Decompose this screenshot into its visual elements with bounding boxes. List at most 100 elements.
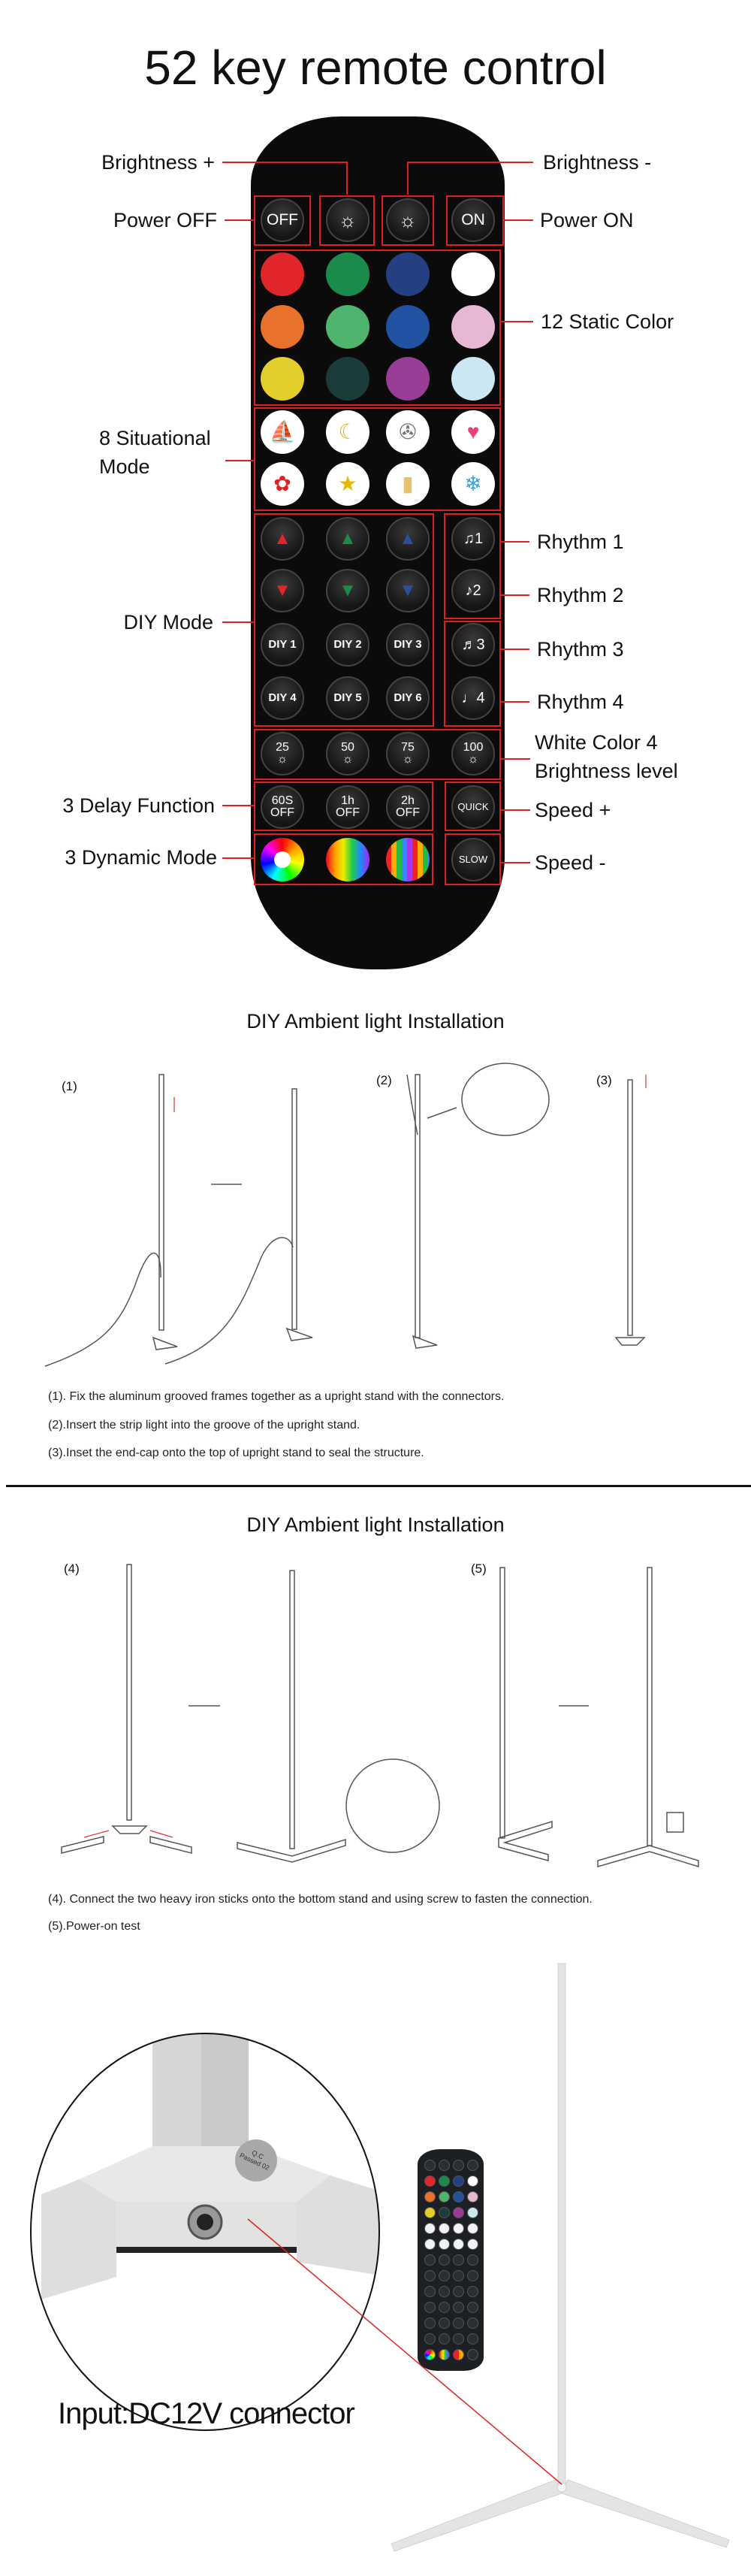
mini-remote-key bbox=[424, 2333, 436, 2345]
rainbow-stripes-button[interactable] bbox=[386, 838, 430, 881]
dc-jack-icon bbox=[197, 2214, 213, 2230]
static-color-button[interactable] bbox=[261, 357, 304, 401]
static-color-button[interactable] bbox=[386, 252, 430, 296]
static-color-button[interactable] bbox=[326, 357, 369, 401]
mini-remote-key bbox=[424, 2223, 436, 2234]
static-color-button[interactable] bbox=[386, 357, 430, 401]
label-situational-2: Mode bbox=[99, 455, 150, 478]
step-2: (2) bbox=[376, 1073, 392, 1087]
delay-button[interactable]: 2h OFF bbox=[386, 785, 430, 829]
install1-caption-3: (3).Inset the end-cap onto the top of up… bbox=[48, 1447, 424, 1459]
quick-button[interactable]: QUICK bbox=[451, 785, 495, 829]
mini-remote-key bbox=[424, 2254, 436, 2266]
label-dynamic: 3 Dynamic Mode bbox=[65, 846, 217, 869]
static-color-button[interactable] bbox=[261, 252, 304, 296]
static-color-button[interactable] bbox=[326, 305, 369, 349]
delay-button[interactable]: 60S OFF bbox=[261, 785, 304, 829]
pole-base-drawing bbox=[61, 1564, 192, 1854]
mini-remote-key bbox=[424, 2317, 436, 2329]
box-delay bbox=[254, 782, 433, 831]
mini-remote-key bbox=[467, 2286, 478, 2297]
diy-5-button[interactable]: DIY 5 bbox=[326, 676, 369, 720]
diy-up-button[interactable]: ▲ bbox=[261, 517, 304, 561]
film-reel-mode-button[interactable]: ✇ bbox=[386, 410, 430, 454]
mini-remote-key bbox=[467, 2223, 478, 2234]
mini-remote-key bbox=[453, 2254, 464, 2266]
mini-remote-key bbox=[439, 2160, 450, 2171]
step-5: (5) bbox=[471, 1562, 487, 1576]
mini-remote-key bbox=[467, 2254, 478, 2266]
rhythm-4-button[interactable]: ♩4 bbox=[451, 676, 495, 720]
pole-endcap-drawing bbox=[614, 1079, 646, 1346]
mini-remote-key bbox=[424, 2175, 436, 2187]
mini-remote-key bbox=[424, 2239, 436, 2250]
mini-remote-key bbox=[439, 2286, 450, 2297]
brightness-minus-button[interactable]: ☼ bbox=[386, 198, 430, 242]
diy-down-button[interactable]: ▼ bbox=[261, 569, 304, 612]
diy-1-button[interactable]: DIY 1 bbox=[261, 623, 304, 667]
box-white bbox=[254, 729, 501, 780]
white-50-button[interactable]: 50 ☼ bbox=[326, 732, 369, 776]
moon-mode-button[interactable]: ☾ bbox=[326, 410, 369, 454]
power-on-button[interactable]: ON bbox=[451, 198, 495, 242]
snowflake-mode-button[interactable]: ❄ bbox=[451, 462, 495, 506]
rainbow-gradient-button[interactable] bbox=[326, 838, 369, 881]
static-color-button[interactable] bbox=[386, 305, 430, 349]
pole-segments-drawing bbox=[44, 1074, 178, 1367]
static-color-button[interactable] bbox=[451, 357, 495, 401]
diy-2-button[interactable]: DIY 2 bbox=[326, 623, 369, 667]
power-off-button[interactable]: OFF bbox=[261, 198, 304, 242]
diy-6-button[interactable]: DIY 6 bbox=[386, 676, 430, 720]
mini-remote-key bbox=[467, 2333, 478, 2345]
static-color-button[interactable] bbox=[451, 305, 495, 349]
label-brightness-minus: Brightness - bbox=[543, 151, 652, 174]
diy-down-button[interactable]: ▼ bbox=[386, 569, 430, 612]
mini-remote-key bbox=[467, 2302, 478, 2313]
slow-button[interactable]: SLOW bbox=[451, 838, 495, 881]
diy-up-button[interactable]: ▲ bbox=[326, 517, 369, 561]
mini-remote-key bbox=[467, 2160, 478, 2171]
rose-mode-button[interactable]: ✿ bbox=[261, 462, 304, 506]
hearts-mode-button[interactable]: ♥ bbox=[451, 410, 495, 454]
sailboat-mode-button[interactable]: ⛵ bbox=[261, 410, 304, 454]
mini-remote-key bbox=[467, 2270, 478, 2281]
color-wheel-button[interactable] bbox=[261, 838, 304, 881]
mini-remote-key bbox=[453, 2317, 464, 2329]
pole-assembled-drawing bbox=[237, 1570, 346, 1863]
label-rhythm-1: Rhythm 1 bbox=[537, 531, 624, 553]
mini-remote-key bbox=[467, 2317, 478, 2329]
install1-title: DIY Ambient light Installation bbox=[246, 1010, 505, 1033]
rhythm-3-button[interactable]: ♬3 bbox=[451, 623, 495, 667]
mini-remote-key bbox=[453, 2239, 464, 2250]
connector-label: Input:DC12V connector bbox=[58, 2397, 355, 2430]
rhythm-2-button[interactable]: ♪2 bbox=[451, 569, 495, 612]
label-white-1: White Color 4 bbox=[535, 731, 658, 754]
stars-mode-button[interactable]: ★ bbox=[326, 462, 369, 506]
red-arrow bbox=[83, 1830, 110, 1838]
label-brightness-plus: Brightness + bbox=[101, 151, 215, 174]
box-rhythm-b bbox=[444, 621, 501, 727]
diy-3-button[interactable]: DIY 3 bbox=[386, 623, 430, 667]
candle-mode-button[interactable]: ▮ bbox=[386, 462, 430, 506]
delay-button[interactable]: 1h OFF bbox=[326, 785, 369, 829]
rhythm-1-button[interactable]: ♫1 bbox=[451, 517, 495, 561]
static-color-button[interactable] bbox=[451, 252, 495, 296]
white-100-button[interactable]: 100 ☼ bbox=[451, 732, 495, 776]
mini-remote-key bbox=[453, 2160, 464, 2171]
magnifier-ellipse bbox=[30, 2033, 380, 2431]
diy-4-button[interactable]: DIY 4 bbox=[261, 676, 304, 720]
brightness-plus-button[interactable]: ☼ bbox=[326, 198, 369, 242]
diy-up-button[interactable]: ▲ bbox=[386, 517, 430, 561]
static-color-button[interactable] bbox=[326, 252, 369, 296]
white-75-button[interactable]: 75 ☼ bbox=[386, 732, 430, 776]
page-title: 52 key remote control bbox=[144, 41, 607, 95]
box-dynamic bbox=[254, 833, 433, 885]
base-closeup bbox=[31, 2033, 379, 2430]
label-situational-1: 8 Situational bbox=[99, 427, 211, 449]
static-color-button[interactable] bbox=[261, 305, 304, 349]
white-25-button[interactable]: 25 ☼ bbox=[261, 732, 304, 776]
diy-down-button[interactable]: ▼ bbox=[326, 569, 369, 612]
mini-remote-key bbox=[439, 2333, 450, 2345]
mini-remote-key bbox=[424, 2160, 436, 2171]
box-diy bbox=[254, 513, 434, 727]
